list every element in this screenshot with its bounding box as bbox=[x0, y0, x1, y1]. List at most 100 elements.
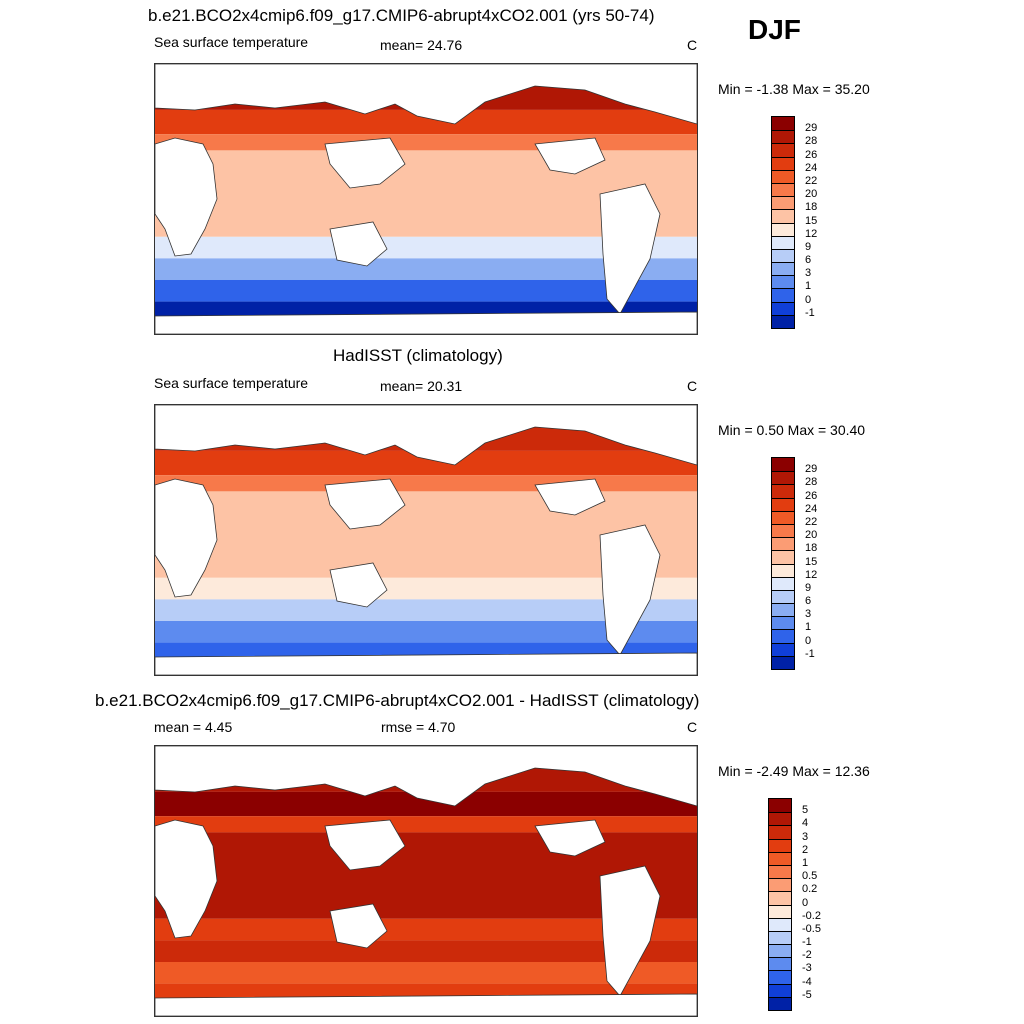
colorbar-swatch bbox=[769, 944, 791, 958]
continent-outline bbox=[155, 405, 697, 466]
colorbar-tick-label: 29 bbox=[805, 463, 818, 476]
colorbar-swatch bbox=[769, 812, 791, 826]
continent-outline bbox=[155, 746, 697, 807]
colorbar-swatch bbox=[772, 642, 794, 656]
ocean-band bbox=[155, 134, 697, 151]
colorbar-diff bbox=[768, 798, 792, 1011]
colorbar-swatch bbox=[772, 589, 794, 604]
colorbar-tick-label: 5 bbox=[802, 804, 809, 817]
colorbar-swatch bbox=[772, 603, 794, 617]
ocean-band bbox=[155, 816, 697, 833]
colorbar-tick-label: 24 bbox=[805, 161, 818, 174]
colorbar-tick-label: -0.5 bbox=[802, 922, 821, 935]
colorbar-swatch bbox=[769, 864, 791, 879]
colorbar-swatch bbox=[772, 523, 794, 538]
colorbar-swatch bbox=[772, 262, 794, 276]
colorbar-tick-label: 1 bbox=[802, 856, 809, 869]
map-canvas bbox=[155, 64, 697, 334]
colorbar-swatch bbox=[772, 576, 794, 590]
colorbar-swatch bbox=[772, 169, 794, 183]
colorbar-swatch bbox=[769, 851, 791, 865]
ocean-band bbox=[155, 577, 697, 600]
colorbar-tick-label: 28 bbox=[805, 476, 818, 489]
colorbar-swatch bbox=[769, 983, 791, 997]
colorbar-tick-label: 0.2 bbox=[802, 883, 818, 896]
colorbar-swatch bbox=[769, 970, 791, 984]
colorbar-tick-label: 29 bbox=[805, 122, 818, 135]
colorbar-tick-label: 18 bbox=[805, 201, 818, 214]
colorbar-tick-label: -2 bbox=[802, 949, 812, 962]
colorbar-tick-label: 6 bbox=[805, 595, 812, 608]
colorbar-swatch bbox=[769, 825, 791, 839]
ocean-band bbox=[155, 962, 697, 984]
sst-map-diff bbox=[154, 745, 698, 1017]
colorbar-swatch bbox=[769, 838, 791, 852]
colorbar-swatch bbox=[772, 182, 794, 197]
continent-outline bbox=[155, 478, 218, 598]
sst-map-model bbox=[154, 63, 698, 335]
map-canvas bbox=[155, 746, 697, 1016]
colorbar-tick-label: 0.5 bbox=[802, 870, 818, 883]
panel-minmax-label: Min = 0.50 Max = 30.40 bbox=[718, 422, 866, 438]
colorbar-tick-label: 26 bbox=[805, 489, 818, 502]
colorbar-tick-label: 18 bbox=[805, 542, 818, 555]
continent-outline bbox=[155, 819, 218, 939]
continent-outline bbox=[155, 64, 697, 125]
ocean-band bbox=[155, 599, 697, 621]
panel-units-label: C bbox=[687, 719, 698, 735]
colorbar-tick-label: 4 bbox=[802, 817, 809, 830]
colorbar-tick-label: 3 bbox=[802, 830, 809, 843]
colorbar-swatch bbox=[772, 537, 794, 551]
colorbar-tick-label: 15 bbox=[805, 214, 818, 227]
colorbar-tick-label: 1 bbox=[805, 621, 812, 634]
colorbar-tick-label: 20 bbox=[805, 188, 818, 201]
colorbar-swatch bbox=[772, 143, 794, 157]
colorbar-swatch bbox=[769, 799, 791, 813]
continent-outline bbox=[599, 865, 661, 997]
colorbar-swatch bbox=[772, 196, 794, 210]
colorbar-swatch bbox=[772, 616, 794, 630]
continent-outline bbox=[599, 183, 661, 315]
continent-outline bbox=[324, 137, 406, 189]
panel-mean-label: mean = 4.45 bbox=[154, 719, 233, 735]
panel-mean-label: mean= 24.76 bbox=[380, 37, 463, 53]
panel-rmse-label: rmse = 4.70 bbox=[381, 719, 456, 735]
colorbar-swatch bbox=[772, 550, 794, 564]
panel-minmax-label: Min = -2.49 Max = 12.36 bbox=[718, 763, 870, 779]
colorbar-swatch bbox=[769, 957, 791, 971]
continent-outline bbox=[329, 221, 388, 267]
colorbar-tick-label: 3 bbox=[805, 608, 812, 621]
panel-title-model: b.e21.BCO2x4cmip6.f09_g17.CMIP6-abrupt4x… bbox=[148, 6, 655, 25]
colorbar-swatch bbox=[772, 209, 794, 223]
panel-units-label: C bbox=[687, 378, 698, 394]
continent-outline bbox=[155, 993, 697, 1016]
colorbar-swatch bbox=[772, 117, 794, 131]
colorbar-tick-label: 0 bbox=[805, 293, 812, 306]
colorbar-tick-label: -3 bbox=[802, 962, 812, 975]
colorbar-swatch bbox=[772, 497, 794, 511]
colorbar-swatch bbox=[769, 878, 791, 892]
colorbar-tick-label: 9 bbox=[805, 581, 812, 594]
panel-units-label: C bbox=[687, 37, 698, 53]
colorbar-swatch bbox=[772, 484, 794, 498]
sst-map-obs bbox=[154, 404, 698, 676]
colorbar-tick-label: 20 bbox=[805, 529, 818, 542]
colorbar-swatch bbox=[772, 301, 794, 315]
colorbar-tick-label: 1 bbox=[805, 280, 812, 293]
colorbar-tick-label: -1 bbox=[805, 647, 815, 660]
continent-outline bbox=[329, 562, 388, 608]
panel-variable-label: Sea surface temperature bbox=[154, 375, 309, 391]
panel-mean-label: mean= 20.31 bbox=[380, 378, 463, 394]
colorbar-tick-label: 22 bbox=[805, 515, 818, 528]
colorbar-swatch bbox=[772, 288, 794, 302]
colorbar-tick-label: -4 bbox=[802, 975, 812, 988]
ocean-band bbox=[155, 475, 697, 492]
colorbar-tick-label: 15 bbox=[805, 555, 818, 568]
continent-outline bbox=[534, 137, 606, 175]
colorbar-swatch bbox=[769, 904, 791, 918]
colorbar-swatch bbox=[772, 222, 794, 236]
panel-title-diff: b.e21.BCO2x4cmip6.f09_g17.CMIP6-abrupt4x… bbox=[95, 691, 700, 710]
ocean-band bbox=[155, 280, 697, 302]
colorbar-tick-label: 3 bbox=[805, 267, 812, 280]
map-canvas bbox=[155, 405, 697, 675]
